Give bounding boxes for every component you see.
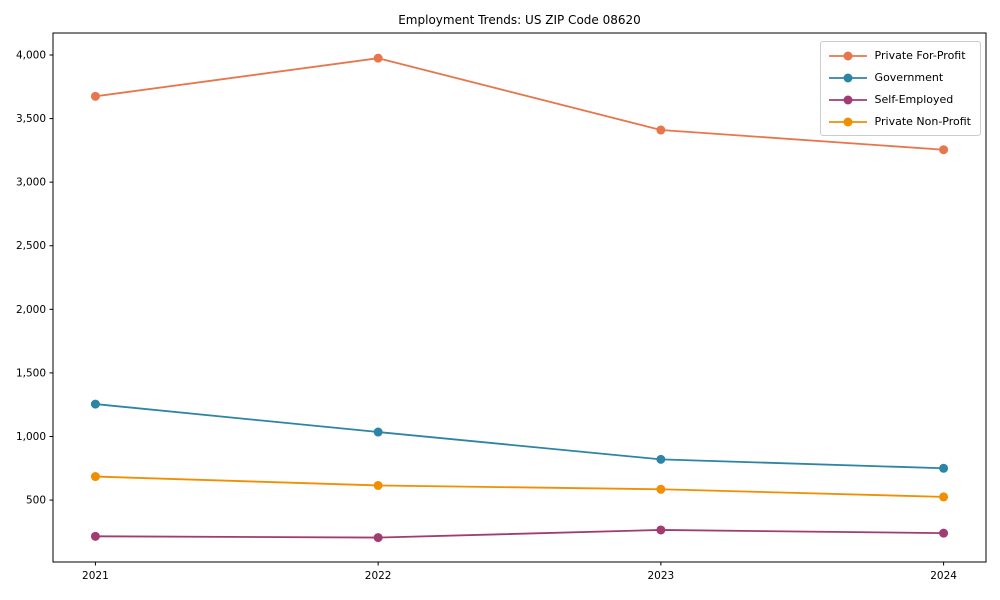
chart-title: Employment Trends: US ZIP Code 08620: [398, 13, 641, 27]
series-line: [95, 475, 944, 498]
legend-marker-icon: [828, 73, 867, 82]
x-tick-label: 2024: [930, 570, 957, 582]
series-marker: [656, 525, 666, 535]
series-marker: [656, 484, 666, 494]
x-tick-label: 2021: [82, 570, 109, 582]
series-marker: [373, 480, 383, 490]
legend-label: Private Non-Profit: [874, 115, 971, 128]
series-marker: [939, 145, 949, 155]
legend-entry: Self-Employed: [828, 92, 971, 107]
x-tick-label: 2022: [365, 570, 392, 582]
legend-label: Self-Employed: [874, 93, 954, 106]
series-marker: [90, 472, 100, 482]
legend-marker-icon: [828, 51, 867, 60]
legend-marker-icon: [828, 95, 867, 104]
y-tick-label: 4,000: [16, 49, 46, 61]
series-line: [95, 529, 944, 539]
y-tick-label: 3,500: [16, 113, 46, 125]
series-marker: [656, 454, 666, 464]
y-tick-label: 500: [26, 495, 46, 507]
legend-marker-icon: [828, 117, 867, 126]
series-marker: [90, 531, 100, 541]
series-marker: [939, 463, 949, 473]
y-tick-label: 2,500: [16, 240, 46, 252]
series-marker: [373, 53, 383, 63]
y-tick-label: 1,000: [16, 431, 46, 443]
series-marker: [373, 533, 383, 543]
legend-entry: Private For-Profit: [828, 48, 971, 63]
series-line: [95, 57, 944, 151]
legend-label: Private For-Profit: [874, 49, 966, 62]
plot-border: [52, 32, 987, 563]
series-marker: [90, 91, 100, 101]
series-line: [95, 403, 944, 470]
x-tick-label: 2023: [647, 570, 674, 582]
series-marker: [939, 492, 949, 502]
y-tick-label: 2,000: [16, 304, 46, 316]
legend-label: Government: [874, 71, 944, 84]
series-marker: [373, 427, 383, 437]
y-tick-label: 3,000: [16, 177, 46, 189]
series-marker: [939, 528, 949, 538]
series-marker: [90, 399, 100, 409]
legend: Private For-Profit Government Self-Employe…: [819, 41, 981, 136]
y-tick-label: 1,500: [16, 367, 46, 379]
legend-entry: Government: [828, 70, 971, 85]
legend-entry: Private Non-Profit: [828, 114, 971, 129]
series-marker: [656, 125, 666, 135]
